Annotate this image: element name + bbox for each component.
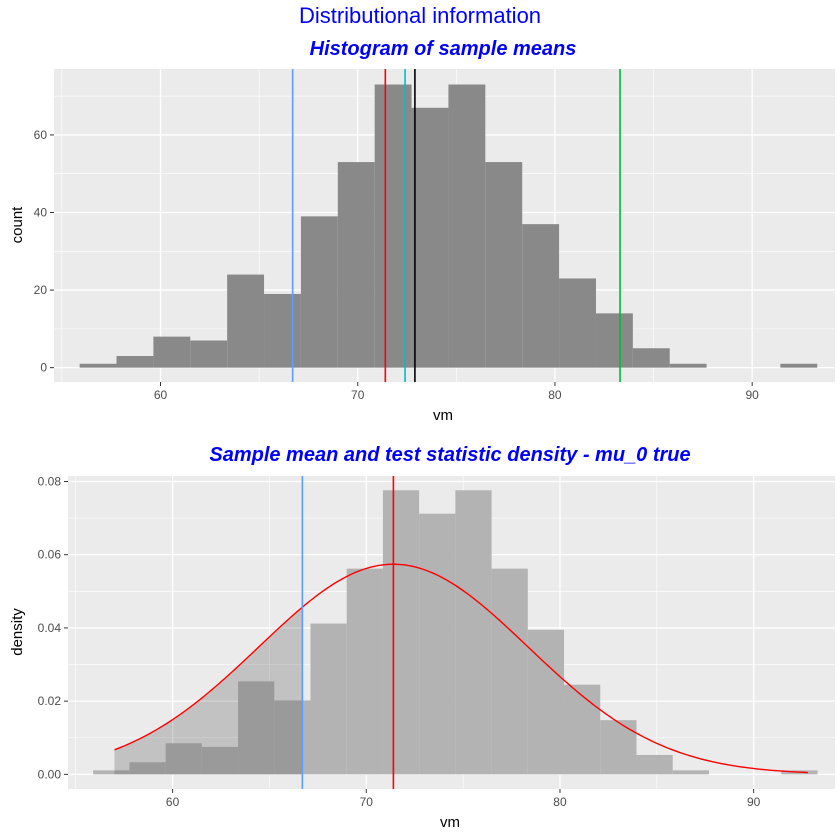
y-tick-label: 0.06	[38, 548, 62, 562]
histogram-bar	[419, 513, 456, 775]
x-tick-label: 90	[745, 388, 759, 402]
histogram-bar	[310, 623, 347, 775]
histogram-bar	[527, 629, 565, 775]
histogram-bar	[411, 107, 449, 368]
density-curve-group	[114, 563, 808, 774]
histogram-bars	[79, 84, 818, 368]
y-tick-label: 0.00	[38, 767, 62, 781]
histogram-bar	[600, 720, 637, 775]
histogram-bar	[116, 356, 154, 368]
histogram-bar	[337, 162, 375, 368]
density-reference-lines	[301, 476, 395, 789]
histogram-reference-lines	[291, 69, 621, 382]
density-bars	[93, 490, 818, 775]
histogram-bar	[227, 274, 265, 368]
histogram-bar	[564, 684, 601, 775]
histogram-bar	[238, 681, 275, 775]
y-tick-label: 0.04	[38, 621, 62, 635]
histogram-bar	[153, 336, 191, 368]
x-tick-label: 60	[166, 795, 180, 809]
histogram-bar	[201, 746, 239, 775]
histogram-bar	[672, 770, 709, 775]
y-tick-label: 0.02	[38, 694, 62, 708]
histogram-bar	[346, 568, 383, 775]
histogram-x-axis-title: vm	[433, 407, 453, 424]
density-y-axis-title: density	[9, 608, 26, 656]
x-tick-label: 60	[154, 388, 168, 402]
histogram-bar	[595, 313, 633, 368]
histogram-bar	[636, 754, 673, 775]
histogram-bar	[274, 700, 311, 775]
histogram-bar	[455, 490, 492, 775]
histogram-title: Histogram of sample means	[310, 38, 577, 60]
histogram-bar	[374, 84, 412, 368]
x-tick-label: 70	[360, 795, 374, 809]
histogram-bar	[491, 568, 528, 775]
x-tick-label: 80	[553, 795, 567, 809]
y-tick-label: 60	[34, 128, 48, 142]
y-tick-label: 20	[34, 283, 48, 297]
histogram-bar	[448, 84, 486, 368]
histogram-bar	[93, 770, 130, 775]
histogram-bar	[165, 743, 202, 775]
histogram-bar	[129, 762, 166, 775]
histogram-y-ticks: 0 20 40 60	[34, 128, 54, 375]
histogram-bar	[669, 363, 707, 368]
histogram-bar	[190, 340, 228, 368]
density-title: Sample mean and test statistic density -…	[209, 444, 690, 466]
x-tick-label: 80	[548, 388, 562, 402]
histogram-bar	[780, 363, 818, 368]
y-tick-label: 0.08	[38, 474, 62, 488]
histogram-bar	[300, 216, 338, 368]
histogram-bar	[79, 363, 117, 368]
density-y-ticks: 0.00 0.02 0.04 0.06 0.08	[38, 474, 68, 781]
histogram-bar	[632, 348, 670, 368]
density-shaded-region	[114, 607, 303, 775]
histogram-bar	[382, 490, 420, 775]
histogram-x-ticks: 60 70 80 90	[154, 382, 759, 402]
density-x-axis-title: vm	[440, 814, 460, 831]
rejection-region-area	[114, 607, 303, 775]
histogram-bar	[264, 293, 301, 368]
y-tick-label: 0	[40, 361, 47, 375]
density-x-ticks: 60 70 80 90	[166, 789, 761, 809]
histogram-y-axis-title: count	[9, 206, 26, 244]
histogram-bar	[485, 162, 523, 368]
x-tick-label: 90	[747, 795, 761, 809]
x-tick-label: 70	[351, 388, 365, 402]
y-tick-label: 40	[34, 206, 48, 220]
normal-density-curve	[114, 563, 808, 774]
figure-title: Distributional information	[299, 3, 541, 28]
histogram-bar	[522, 224, 560, 368]
histogram-bar	[559, 278, 596, 368]
